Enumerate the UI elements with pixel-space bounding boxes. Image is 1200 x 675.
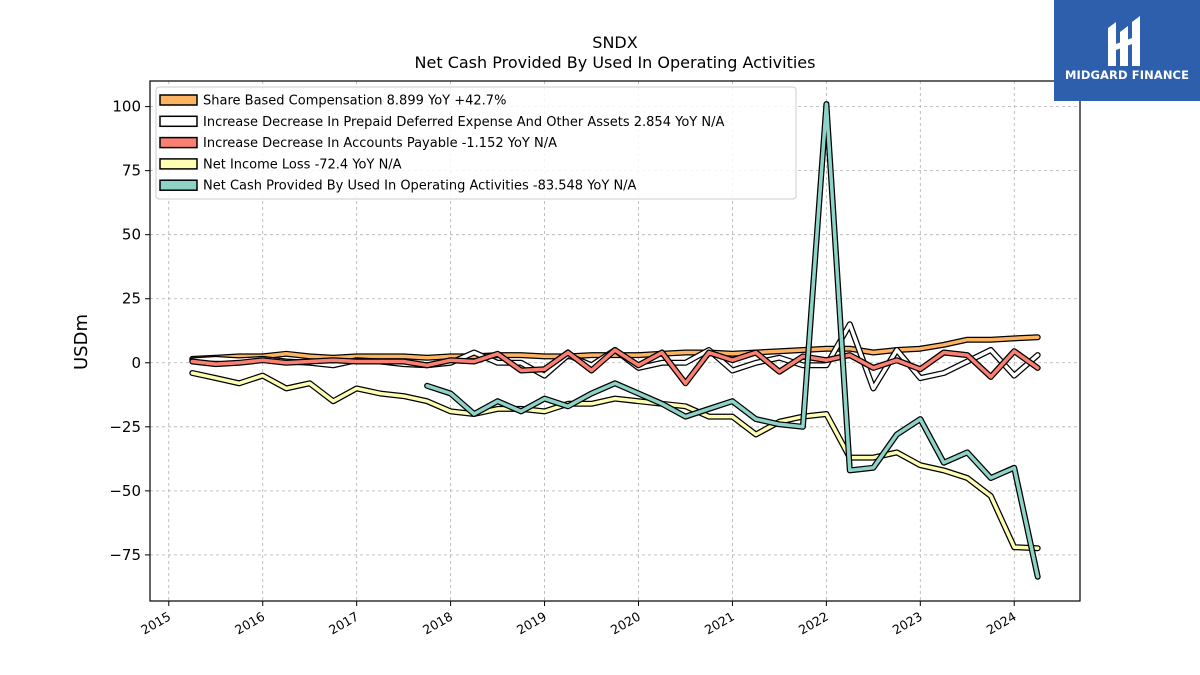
legend-label: Net Income Loss -72.4 YoY N/A [203,157,402,172]
chart-title: SNDX [592,33,637,52]
legend-swatch [159,136,198,149]
legend-swatch [159,179,198,191]
y-axis-label: USDm [71,314,92,370]
legend: Share Based Compensation 8.899 YoY +42.7… [155,86,797,200]
y-tick-label: 50 [122,226,141,244]
series-line-increase-decrease-in-accounts-payable [190,348,1040,386]
x-tick-label: 2023 [890,609,925,638]
plot-frame [149,80,1081,602]
y-tick-label: 0 [131,354,141,372]
y-tick-label: −50 [109,482,141,500]
y-tick-label: 100 [112,98,141,116]
chart-subtitle: Net Cash Provided By Used In Operating A… [415,53,816,72]
x-tick-label: 2021 [702,609,737,638]
series-line-net-income-loss [190,371,1040,550]
logo-text: MIDGARD FINANCE [1064,68,1190,82]
legend-label: Increase Decrease In Accounts Payable -1… [203,136,557,151]
legend-box [155,86,797,200]
legend-label: Net Cash Provided By Used In Operating A… [203,179,637,194]
x-tick-label: 2020 [608,609,643,638]
y-tick-label: 25 [122,290,141,308]
x-tick-label: 2024 [984,609,1019,638]
y-tick-label: −75 [109,546,141,564]
legend-swatch [159,115,198,128]
midgard-logo-icon [1108,16,1140,66]
x-tick-label: 2019 [514,609,549,638]
y-tick-label: 75 [122,162,141,180]
series-line-net-cash-provided-by-used-in-operating-activities [425,102,1040,579]
x-tick-label: 2016 [232,609,267,638]
x-tick-label: 2015 [138,609,173,638]
legend-label: Increase Decrease In Prepaid Deferred Ex… [203,115,724,130]
midgard-finance-logo: MIDGARD FINANCE [1054,0,1200,101]
x-tick-label: 2017 [326,609,361,638]
x-tick-label: 2018 [420,609,455,638]
series-lines [189,101,1041,580]
x-tick-label: 2022 [796,609,831,638]
y-tick-label: −25 [109,418,141,436]
legend-swatch [159,94,198,106]
legend-label: Share Based Compensation 8.899 YoY +42.7… [203,94,506,109]
legend-swatch [159,158,198,170]
